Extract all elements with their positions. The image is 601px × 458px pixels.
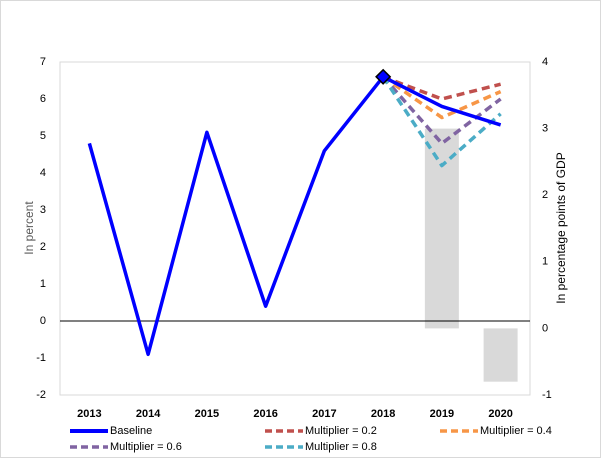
x-tick-label: 2017 [312,408,336,420]
plot-frame [59,61,531,396]
y2-axis-label: In percentage points of GDP [554,152,568,303]
x-tick-label: 2020 [488,408,512,420]
marker [375,68,392,85]
y2-tick-label: 1 [542,256,548,268]
legend-label: Multiplier = 0.2 [305,425,377,437]
bar [483,328,518,382]
legend-label: Multiplier = 0.4 [480,425,552,437]
y2-tick-label: 3 [542,123,548,135]
y2-tick-label: -1 [542,389,552,401]
x-tick-label: 2014 [136,408,161,420]
y-tick-label: -2 [36,389,46,401]
legend-label: Multiplier = 0.8 [305,441,377,453]
y-tick-label: -1 [36,352,46,364]
scenario-line [381,75,502,146]
x-tick-label: 2013 [77,408,101,420]
x-tick-label: 2016 [253,408,277,420]
y2-tick-label: 2 [542,189,548,201]
y-tick-label: 4 [40,167,46,179]
y-axis-label: In percent [22,201,36,255]
y-tick-label: 6 [40,93,46,105]
y-tick-label: 7 [40,56,46,68]
scenario-line [382,75,502,120]
y-tick-label: 1 [40,278,46,290]
y-tick-label: 0 [40,315,46,327]
baseline-line [87,75,502,357]
legend-label: Baseline [110,425,152,437]
x-tick-label: 2018 [371,408,395,420]
bar [424,128,459,329]
y-tick-label: 5 [40,130,46,142]
y2-tick-label: 4 [542,56,548,68]
scenario-line [381,75,502,168]
legend-label: Multiplier = 0.6 [110,441,182,453]
x-tick-label: 2019 [430,408,454,420]
y2-tick-label: 0 [542,322,548,334]
x-tick-label: 2015 [195,408,219,420]
y-tick-label: 2 [40,241,46,253]
y-tick-label: 3 [40,204,46,216]
scenario-line [382,75,502,101]
